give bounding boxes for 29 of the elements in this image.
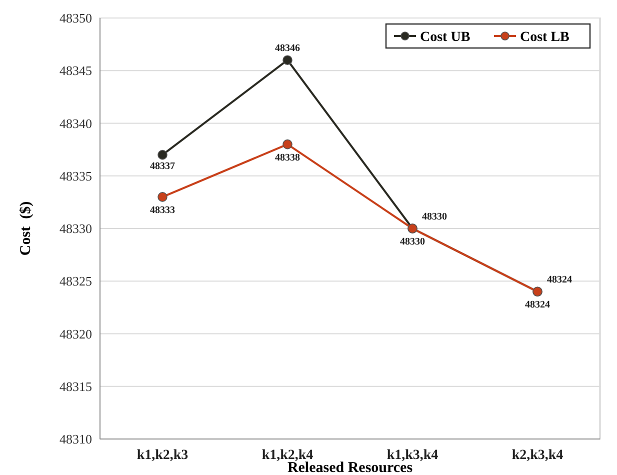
y-tick-label: 48350 xyxy=(60,10,92,26)
data-label: 48330 xyxy=(400,236,425,248)
point xyxy=(158,192,168,202)
point xyxy=(282,55,292,65)
data-label: 48324 xyxy=(525,300,550,311)
y-tick-label: 48330 xyxy=(60,221,92,236)
legend-label: Cost LB xyxy=(520,30,570,45)
x-tick-label: k1,k2,k3 xyxy=(136,448,188,463)
data-label: 48346 xyxy=(275,43,300,54)
x-tick-label: k1,k2,k4 xyxy=(262,448,314,463)
point xyxy=(282,139,292,150)
data-label: 48338 xyxy=(275,152,300,164)
y-tick-label: 48325 xyxy=(60,274,92,289)
y-tick-label: 48335 xyxy=(60,168,92,184)
y-tick-label: 48315 xyxy=(60,378,92,394)
point xyxy=(158,150,168,160)
data-label: 48324 xyxy=(547,274,572,286)
y-tick-label: 48310 xyxy=(60,432,92,447)
data-label: 48330 xyxy=(422,212,447,222)
y-tick-label: 48320 xyxy=(60,326,92,342)
y-tick-label: 48345 xyxy=(60,63,92,78)
data-label: 48337 xyxy=(150,160,175,172)
legend-label: Cost UB xyxy=(420,30,470,45)
x-tick-label: k2,k3,k4 xyxy=(512,448,564,463)
x-tick-label: k1,k3,k4 xyxy=(386,448,438,463)
y-axis-title: Cost ($) xyxy=(18,201,34,256)
data-label: 48333 xyxy=(150,204,175,216)
y-tick-label: 48340 xyxy=(60,116,92,131)
x-axis-title: Released Resources xyxy=(287,460,413,475)
